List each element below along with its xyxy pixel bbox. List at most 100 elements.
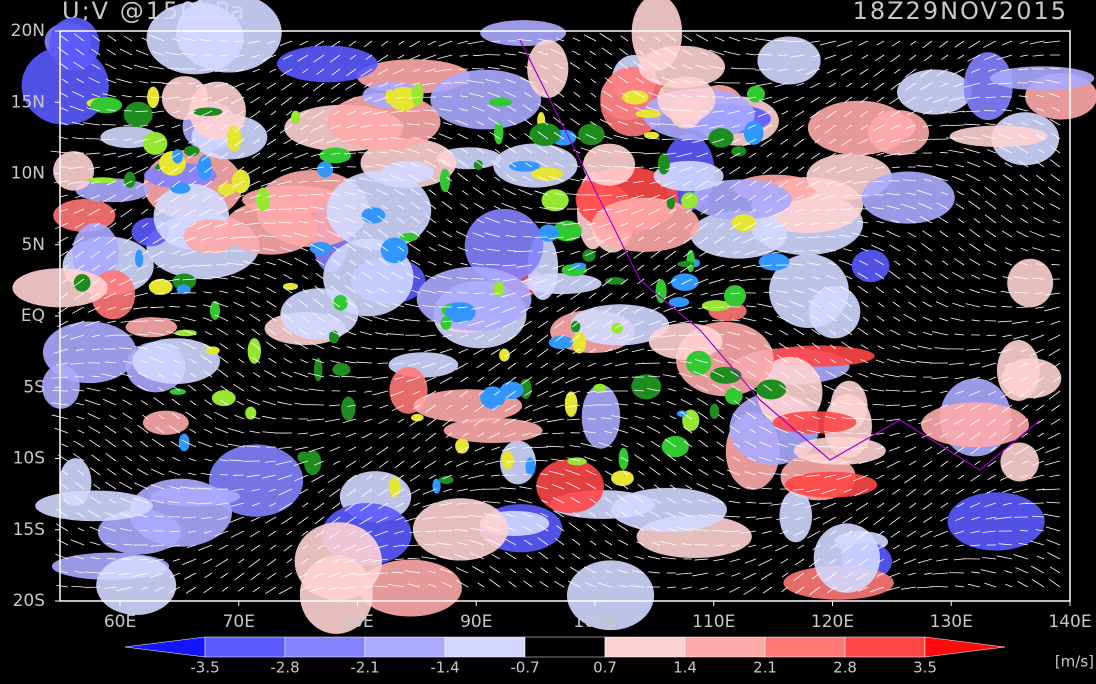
convection-patch: [412, 83, 424, 106]
anomaly-blob: [947, 492, 1044, 550]
convection-patch: [612, 323, 623, 334]
wind-vector: [314, 181, 324, 182]
convection-patch: [175, 330, 197, 337]
wind-vector: [472, 68, 484, 69]
convection-patch: [170, 183, 190, 194]
convection-patch: [248, 338, 261, 364]
anomaly-blob: [852, 250, 890, 283]
convection-patch: [759, 253, 790, 271]
convection-patch: [633, 376, 642, 395]
lat-label: 15N: [11, 92, 45, 112]
convection-patch: [708, 128, 733, 147]
convection-patch: [500, 382, 524, 399]
colorbar-segment: [445, 637, 525, 657]
colorbar-segment: [925, 637, 1005, 657]
wind-vector: [150, 307, 164, 308]
convection-patch: [744, 121, 764, 145]
wind-vector: [348, 391, 356, 392]
convection-patch: [440, 316, 451, 330]
colorbar-segment: [525, 637, 605, 657]
anomaly-blob: [583, 144, 635, 186]
anomaly-blob: [814, 523, 880, 592]
convection-patch: [319, 148, 351, 164]
colorbar-segment: [765, 637, 845, 657]
lat-label: 10N: [11, 164, 45, 184]
convection-patch: [385, 89, 394, 104]
lat-label: EQ: [21, 306, 45, 326]
convection-patch: [710, 404, 720, 419]
colorbar-segment: [205, 637, 285, 657]
anomaly-blob: [897, 69, 972, 114]
convection-patch: [756, 380, 786, 400]
wind-vector: [524, 474, 532, 475]
convection-patch: [91, 97, 123, 113]
convection-patch: [333, 295, 347, 311]
anomaly-blob: [430, 70, 541, 130]
anomaly-blob: [1007, 259, 1053, 308]
convection-patch: [227, 126, 241, 152]
convection-patch: [310, 242, 332, 255]
anomaly-blob: [611, 488, 727, 532]
convection-patch: [636, 110, 661, 118]
anomaly-blob: [997, 340, 1040, 401]
anomaly-blob: [59, 458, 91, 506]
colorbar-segment: [685, 637, 765, 657]
anomaly-blob: [277, 46, 378, 83]
lon-label: 130E: [930, 612, 973, 632]
convection-patch: [455, 438, 469, 453]
colorbar-label: -3.5: [190, 659, 219, 677]
anomaly-blob: [921, 402, 1029, 447]
convection-patch: [671, 273, 699, 290]
wind-vector: [218, 489, 228, 490]
lat-label: 20S: [13, 591, 45, 611]
convection-patch: [411, 414, 424, 421]
anomaly-blob: [757, 36, 820, 84]
colorbar-label: -2.8: [270, 659, 299, 677]
lon-label: 110E: [692, 612, 735, 632]
lon-label: 60E: [104, 612, 136, 632]
anomaly-blob: [96, 556, 176, 615]
wind-vector: [492, 279, 500, 280]
wind-vector: [184, 292, 196, 293]
convection-patch: [332, 363, 350, 376]
anomaly-blob: [582, 385, 621, 449]
anomaly-blob: [536, 459, 604, 513]
convection-patch: [611, 470, 634, 486]
convection-patch: [212, 390, 236, 406]
wind-vector: [124, 125, 132, 126]
convection-patch: [149, 279, 173, 295]
wind-vector: [699, 321, 708, 322]
convection-patch: [489, 98, 512, 107]
date: 18Z29NOV2015: [853, 0, 1068, 25]
anomaly-blob: [146, 2, 243, 74]
colorbar-unit: [m/s]: [1055, 653, 1094, 671]
convection-patch: [656, 279, 667, 303]
convection-patch: [206, 346, 220, 354]
anomaly-blob: [861, 172, 954, 224]
anomaly-blob: [53, 151, 94, 191]
convection-patch: [341, 397, 356, 421]
convection-patch: [529, 123, 560, 146]
lon-label: 140E: [1048, 612, 1091, 632]
lon-label: 100E: [573, 612, 616, 632]
colorbar-segment: [605, 637, 685, 657]
convection-patch: [124, 102, 153, 127]
colorbar-segment: [845, 637, 925, 657]
wind-vector: [661, 349, 676, 350]
colorbar-label: 0.7: [593, 659, 617, 677]
wind-vector: [716, 545, 724, 546]
convection-patch: [578, 124, 605, 146]
convection-patch: [389, 477, 401, 497]
lon-label: 80E: [341, 612, 373, 632]
colorbar-label: 2.1: [753, 659, 777, 677]
lat-label: 15S: [13, 520, 45, 540]
anomaly-blob: [670, 96, 702, 129]
convection-patch: [193, 108, 222, 117]
anomaly-blob: [649, 323, 723, 360]
convection-patch: [565, 391, 578, 417]
lat-label: 5N: [21, 235, 45, 255]
colorbar-segment: [285, 637, 365, 657]
convection-patch: [658, 153, 670, 175]
